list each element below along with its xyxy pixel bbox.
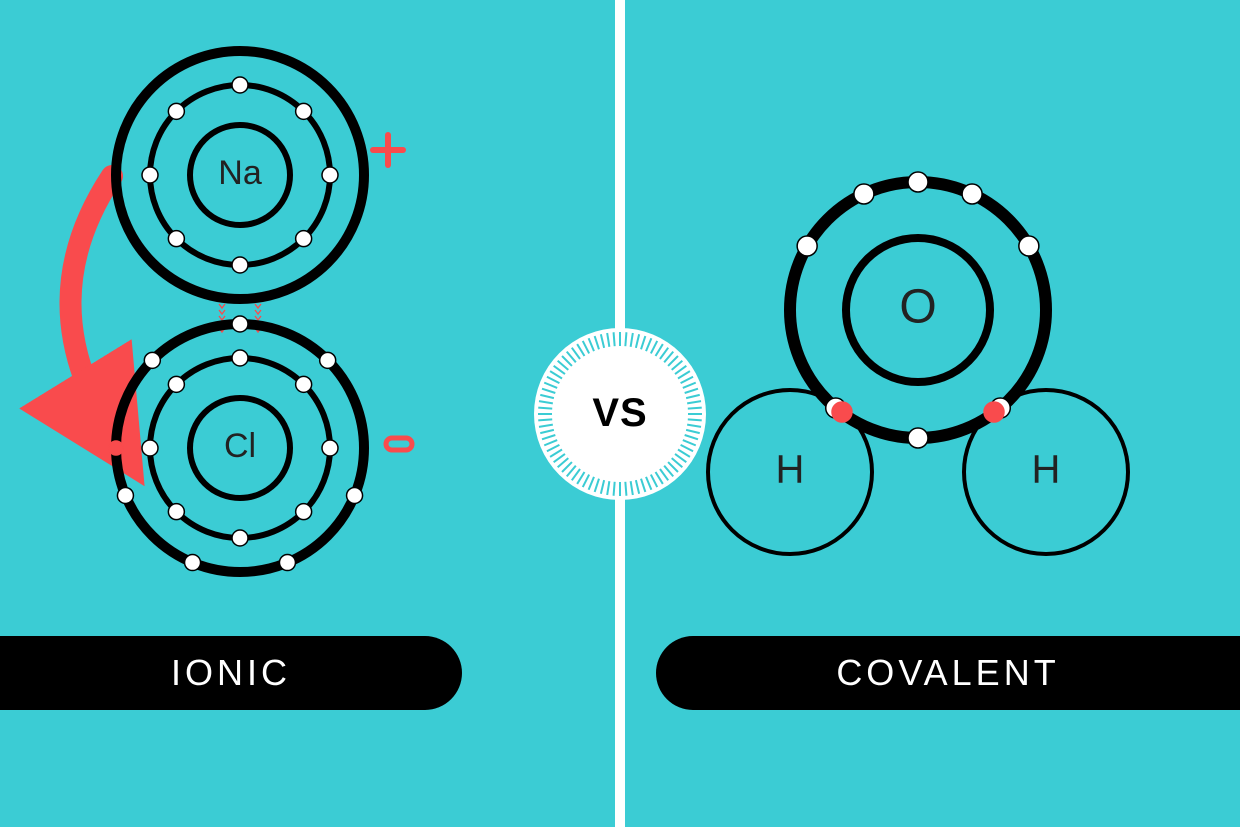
svg-text:H: H — [1032, 448, 1061, 492]
vs-text: VS — [592, 391, 647, 436]
svg-text:H: H — [776, 448, 805, 492]
label-ionic: IONIC — [0, 636, 462, 710]
svg-text:Cl: Cl — [224, 427, 256, 465]
label-covalent-text: COVALENT — [836, 652, 1059, 694]
vs-badge: VS — [534, 328, 706, 500]
diagram-canvas: Na Cl H H O VS IONIC COVALENT — [0, 0, 1240, 827]
svg-text:O: O — [899, 281, 936, 334]
label-ionic-text: IONIC — [171, 652, 291, 694]
label-covalent: COVALENT — [656, 636, 1240, 710]
svg-text:Na: Na — [218, 154, 262, 192]
